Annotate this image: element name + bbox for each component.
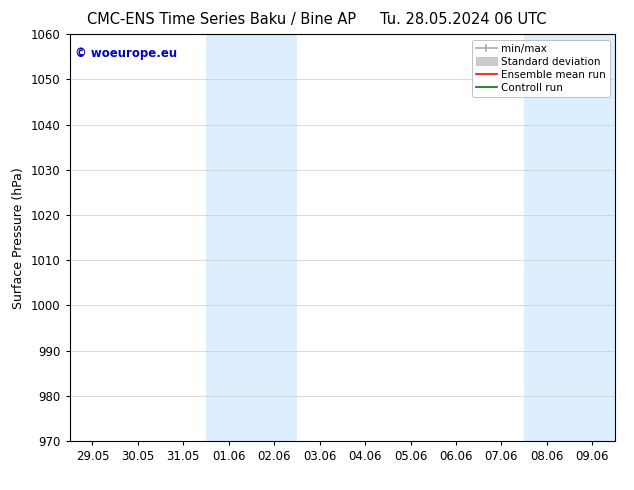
Bar [524,34,615,441]
Text: CMC-ENS Time Series Baku / Bine AP: CMC-ENS Time Series Baku / Bine AP [87,12,356,27]
Legend: min/max, Standard deviation, Ensemble mean run, Controll run: min/max, Standard deviation, Ensemble me… [472,40,610,97]
Y-axis label: Surface Pressure (hPa): Surface Pressure (hPa) [13,167,25,309]
Text: Tu. 28.05.2024 06 UTC: Tu. 28.05.2024 06 UTC [380,12,546,27]
Text: © woeurope.eu: © woeurope.eu [75,47,178,59]
Bar [206,34,297,441]
